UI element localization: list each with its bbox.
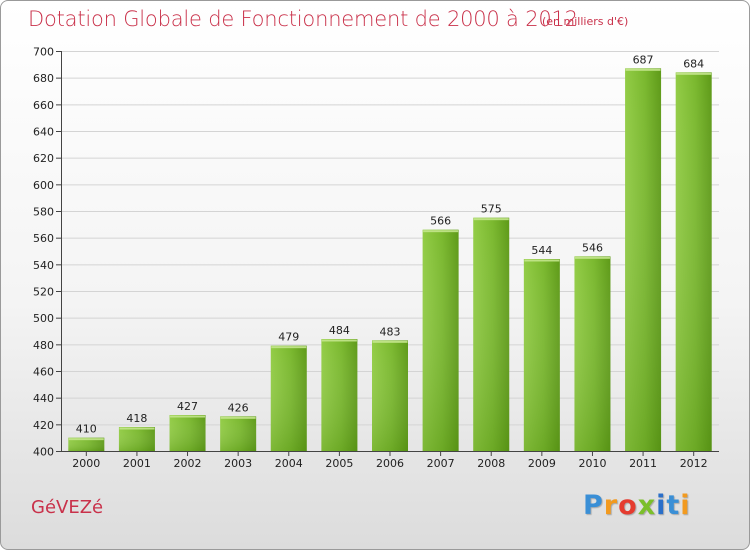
y-tick-label: 600 [33, 179, 54, 192]
y-tick-label: 400 [33, 446, 54, 459]
y-tick-label: 660 [33, 99, 54, 112]
proxiti-logo: Proxiti [583, 490, 691, 521]
y-tick-label: 460 [33, 366, 54, 379]
bar-shade [270, 345, 307, 451]
y-tick-label: 520 [33, 286, 54, 299]
x-tick-label: 2010 [578, 457, 606, 470]
bar-top-highlight [220, 416, 256, 419]
bar-shade [422, 229, 459, 451]
value-label: 575 [481, 203, 502, 216]
bar-top-highlight [68, 438, 104, 441]
bar-top-highlight [119, 427, 155, 430]
bar-top-highlight [423, 230, 459, 233]
value-label: 483 [380, 325, 401, 338]
x-tick-label: 2000 [72, 457, 100, 470]
bar-top-highlight [473, 218, 509, 221]
x-tick-label: 2006 [376, 457, 404, 470]
bar-shade [675, 72, 712, 451]
value-label: 426 [228, 401, 249, 414]
bars: 410 418 427 426 479 484 483 566 575 544 546 687 684 [68, 53, 712, 451]
value-label: 546 [582, 241, 603, 254]
bar-top-highlight [676, 72, 712, 75]
bar-shade [220, 416, 257, 451]
bar-shade [625, 68, 662, 451]
y-tick-label: 560 [33, 232, 54, 245]
y-tick-label: 700 [33, 46, 54, 59]
bar-shade [68, 437, 105, 451]
x-tick-label: 2011 [629, 457, 657, 470]
bar-shade [169, 415, 206, 451]
y-tick-label: 580 [33, 206, 54, 219]
x-tick-label: 2001 [123, 457, 151, 470]
logo-letter: i [656, 490, 667, 521]
value-label: 479 [278, 331, 299, 344]
value-label: 684 [683, 57, 704, 70]
y-tick-label: 440 [33, 392, 54, 405]
logo-letter: x [637, 490, 657, 521]
value-label: 484 [329, 324, 350, 337]
bar-top-highlight [524, 259, 560, 262]
x-tick-label: 2007 [427, 457, 455, 470]
value-label: 544 [531, 244, 552, 257]
y-tick-label: 420 [33, 419, 54, 432]
bar-top-highlight [321, 339, 357, 342]
y-tick-label: 540 [33, 259, 54, 272]
bar-top-highlight [372, 340, 408, 343]
bar-shade [372, 340, 408, 451]
x-tick-label: 2004 [275, 457, 303, 470]
x-tick-label: 2009 [528, 457, 556, 470]
value-label: 566 [430, 215, 451, 228]
x-tick-label: 2005 [325, 457, 353, 470]
logo-letter: r [603, 490, 619, 521]
x-tick-label: 2003 [224, 457, 252, 470]
x-tick-label: 2008 [477, 457, 505, 470]
bar-shade [118, 427, 155, 451]
value-label: 410 [76, 423, 97, 436]
y-tick-label: 500 [33, 312, 54, 325]
axes: 400 420 440 460 480 500 520 540 560 580 600 620 640 6… [33, 46, 719, 470]
bar-top-highlight [625, 68, 661, 71]
bar-shade [523, 259, 560, 451]
value-label: 418 [126, 412, 147, 425]
y-tick-label: 640 [33, 126, 54, 139]
bar-shade [473, 217, 510, 451]
logo-letter: o [618, 490, 638, 521]
x-tick-label: 2002 [174, 457, 202, 470]
x-tick-label: 2012 [680, 457, 708, 470]
bar-top-highlight [574, 256, 610, 259]
value-label: 687 [633, 53, 654, 66]
chart-subtitle: (en milliers d'€) [542, 15, 629, 28]
bar-shade [574, 256, 611, 451]
bar-top-highlight [170, 415, 206, 418]
y-tick-label: 680 [33, 72, 54, 85]
bar-shade [321, 339, 358, 451]
logo-letter: t [666, 490, 681, 521]
value-label: 427 [177, 400, 198, 413]
y-tick-label: 480 [33, 339, 54, 352]
chart-title: Dotation Globale de Fonctionnement de 20… [28, 7, 578, 31]
logo-letter: i [680, 490, 691, 521]
y-tick-label: 620 [33, 152, 54, 165]
bar-top-highlight [271, 346, 307, 349]
commune-name: GéVEZé [31, 497, 104, 518]
logo-letter: P [583, 490, 604, 521]
